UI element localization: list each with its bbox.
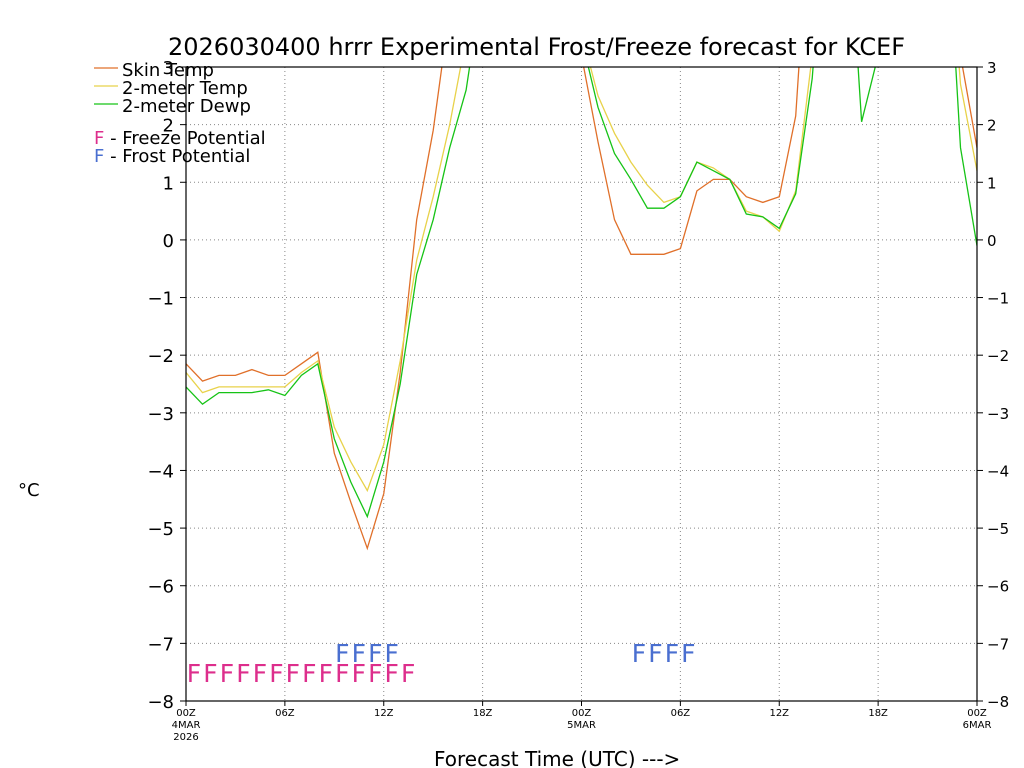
x-tick-date-label: 4MAR [172, 720, 201, 731]
legend-frost-text: - Frost Potential [104, 146, 250, 167]
legend-freeze-letter: F [94, 128, 104, 149]
x-tick-label: 18Z [473, 708, 493, 719]
y-tick-label-right: −8 [987, 693, 1009, 711]
frost-flag: F [632, 639, 646, 668]
series-line-skin-temp [186, 67, 977, 551]
frost-flag: F [352, 639, 366, 668]
freeze-flag: F [187, 659, 201, 688]
x-tick-label: 12Z [769, 708, 789, 719]
y-tick-label: −6 [147, 577, 174, 598]
frost-flag: F [368, 639, 382, 668]
freeze-flag: F [302, 659, 316, 688]
freeze-flag: F [269, 659, 283, 688]
freeze-flag: F [203, 659, 217, 688]
y-tick-label: −8 [147, 692, 174, 713]
y-tick-label: 1 [163, 173, 174, 194]
frost-flag: F [385, 639, 399, 668]
freeze-flag: F [253, 659, 267, 688]
y-tick-label: 0 [163, 231, 174, 252]
freeze-flag: F [368, 659, 382, 688]
x-tick-label: 18Z [868, 708, 888, 719]
legend-skin-temp: Skin Temp [122, 60, 214, 81]
y-tick-label: −4 [147, 461, 174, 482]
x-tick-date-label: 2026 [173, 732, 198, 743]
y-tick-label-right: −5 [987, 520, 1009, 538]
frost-flag: F [335, 639, 349, 668]
x-axis-label: Forecast Time (UTC) ---> [434, 747, 680, 768]
freeze-flag: F [401, 659, 415, 688]
freeze-flag: F [385, 659, 399, 688]
legend-freeze-potential: F - Freeze Potential [94, 128, 266, 149]
x-tick-date-label: 5MAR [567, 720, 596, 731]
y-tick-label-right: 0 [987, 232, 997, 250]
grid-lines [186, 67, 977, 701]
y-axis-left: −8 −7 −6 −5 −4 −3 −2 −1 0 1 2 3 [147, 58, 186, 713]
freeze-flag: F [220, 659, 234, 688]
freeze-flag: F [335, 659, 349, 688]
legend-2m-dewp: 2-meter Dewp [122, 96, 251, 117]
y-tick-label: −7 [147, 634, 174, 655]
freeze-flag: F [352, 659, 366, 688]
x-tick-label: 12Z [374, 708, 394, 719]
y-tick-label: 2 [163, 116, 174, 137]
y-tick-label: −3 [147, 404, 174, 425]
y-tick-label-right: 1 [987, 174, 997, 192]
x-tick-label: 06Z [275, 708, 295, 719]
series-line-2-meter-dewp [186, 67, 977, 519]
freeze-flag: F [236, 659, 250, 688]
x-tick-label: 00Z [176, 708, 196, 719]
y-tick-label-right: −7 [987, 635, 1009, 653]
y-tick-label: −2 [147, 346, 174, 367]
y-axis-right: −8 −7 −6 −5 −4 −3 −2 −1 0 1 2 3 [977, 59, 1009, 711]
y-tick-label: −1 [147, 289, 174, 310]
y-tick-label-right: −6 [987, 578, 1009, 596]
series-line-2-meter-temp [186, 67, 977, 493]
frost-freeze-flags: F F F F F F F FF F F F F F F F F F F F F F [187, 639, 696, 688]
legend-frost-letter: F [94, 146, 104, 167]
y-tick-label: −5 [147, 519, 174, 540]
frost-flag: F [665, 639, 679, 668]
x-tick-label: 06Z [671, 708, 691, 719]
frost-flag: F [681, 639, 695, 668]
y-tick-label: 3 [163, 58, 174, 79]
legend-frost-potential: F - Frost Potential [94, 146, 250, 167]
y-tick-label-right: −1 [987, 290, 1009, 308]
frost-flag: F [648, 639, 662, 668]
series-lines [186, 67, 977, 551]
y-tick-label-right: 3 [987, 59, 997, 77]
freeze-flag: F [286, 659, 300, 688]
x-tick-date-label: 6MAR [963, 720, 992, 731]
y-tick-label-right: 2 [987, 117, 997, 135]
legend: Skin Temp 2-meter Temp 2-meter Dewp F - … [94, 60, 266, 167]
x-tick-label: 00Z [572, 708, 592, 719]
freeze-flag: F [319, 659, 333, 688]
y-axis-label: °C [18, 480, 40, 501]
chart-title: 2026030400 hrrr Experimental Frost/Freez… [168, 33, 905, 61]
x-tick-label: 00Z [967, 708, 987, 719]
y-tick-label-right: −3 [987, 405, 1009, 423]
y-tick-label-right: −4 [987, 462, 1009, 480]
y-tick-label-right: −2 [987, 347, 1009, 365]
legend-2m-temp: 2-meter Temp [122, 78, 248, 99]
legend-freeze-text: - Freeze Potential [104, 128, 265, 149]
